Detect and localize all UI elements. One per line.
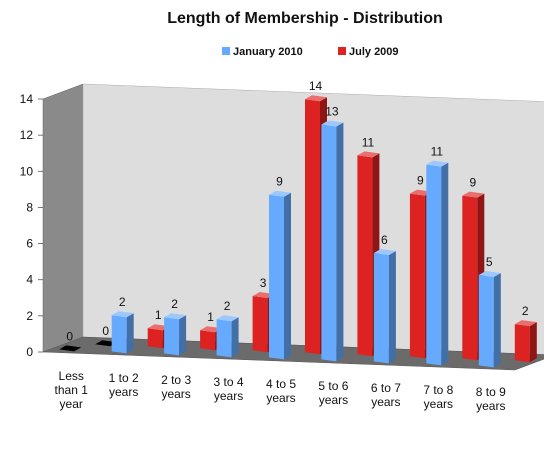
- data-label-january-2010: 2: [119, 295, 126, 309]
- bar-january-2010: [321, 120, 344, 362]
- bar-front: [478, 275, 494, 368]
- bar-front: [269, 194, 284, 360]
- legend-swatch-july-2009: [338, 47, 346, 55]
- legend-swatch-january-2010: [222, 47, 230, 55]
- bar-side: [336, 122, 344, 362]
- bar-top: [269, 190, 291, 197]
- data-label-july-2009: 11: [362, 135, 375, 149]
- bar-top: [164, 313, 187, 320]
- bar-side: [126, 313, 134, 354]
- bar-front: [462, 195, 478, 361]
- bar-top: [321, 120, 344, 127]
- data-label-july-2009: 0: [102, 324, 109, 338]
- bar-january-2010: [59, 345, 82, 352]
- data-label-july-2009: 1: [207, 310, 214, 324]
- x-tick-label: 5 to 6 years: [318, 379, 348, 407]
- y-tick-label: 10: [20, 164, 34, 178]
- bar-front: [216, 319, 232, 358]
- bar-january-2010: [216, 315, 239, 358]
- bar-top: [216, 315, 239, 322]
- bar-top: [111, 311, 134, 318]
- bar-top: [426, 160, 449, 167]
- bar-january-2010: [111, 311, 134, 354]
- bar-top: [357, 151, 380, 158]
- side-wall: [42, 83, 84, 353]
- bar-side: [388, 251, 396, 364]
- x-axis: Less than 1 year 1 to 2 years 2 to 3 years 3 to…: [55, 369, 507, 413]
- bar-front: [200, 330, 216, 351]
- y-tick-label: 0: [26, 345, 33, 359]
- legend-label-july-2009: July 2009: [349, 46, 399, 58]
- x-tick-label: 1 to 2 years: [109, 371, 139, 399]
- bar-top: [373, 249, 396, 255]
- bar-front: [426, 164, 442, 366]
- bar-front: [111, 315, 127, 354]
- legend-label-january-2010: January 2010: [233, 46, 303, 58]
- legend: January 2010 July 2009: [222, 46, 399, 58]
- y-tick-label: 8: [26, 200, 33, 214]
- data-label-july-2009: 9: [469, 176, 476, 190]
- bar-july-2009: [514, 320, 537, 363]
- bar-january-2010: [426, 160, 449, 366]
- data-label-january-2010: 0: [66, 329, 73, 343]
- data-label-july-2009: 14: [309, 79, 323, 93]
- bar-front: [305, 99, 320, 355]
- data-label-january-2010: 2: [224, 299, 231, 313]
- bar-flat: [59, 345, 82, 352]
- data-label-july-2009: 3: [260, 276, 267, 290]
- bar-january-2010: [164, 313, 187, 356]
- y-axis: 0 2 4 6 8 10 12 14: [20, 92, 43, 359]
- y-tick-label: 6: [26, 237, 33, 251]
- data-label-july-2009: 9: [417, 174, 424, 188]
- data-label-january-2010: 11: [431, 145, 444, 159]
- x-tick-label: 6 to 7 years: [371, 381, 401, 409]
- data-label-january-2010: 6: [381, 233, 388, 247]
- x-tick-label: 7 to 8 years: [423, 383, 453, 411]
- bar-front: [357, 155, 373, 357]
- data-label-january-2010: 5: [486, 255, 493, 269]
- x-tick-label: 8 to 9 years: [476, 385, 506, 413]
- data-label-july-2009: 1: [155, 308, 162, 322]
- bar-front: [147, 328, 163, 349]
- data-label-january-2010: 13: [325, 104, 339, 118]
- data-label-january-2010: 2: [171, 297, 178, 311]
- x-tick-label: 3 to 4 years: [214, 375, 244, 403]
- x-tick-label: 4 to 5 years: [266, 377, 296, 405]
- y-tick-label: 12: [20, 128, 34, 142]
- x-tick-label: 2 to 3 years: [161, 373, 191, 401]
- bar-front: [514, 324, 530, 363]
- bar-january-2010: [478, 271, 501, 368]
- y-tick-label: 4: [26, 273, 33, 287]
- bar-front: [164, 317, 180, 356]
- data-label-july-2009: 2: [522, 304, 529, 318]
- bar-side: [284, 192, 291, 360]
- y-tick-label: 2: [26, 309, 33, 323]
- bar-january-2010: [269, 190, 291, 360]
- y-tick-label: 14: [20, 92, 34, 106]
- bar-front: [373, 253, 389, 364]
- data-label-january-2010: 9: [276, 175, 283, 189]
- bar-side: [179, 315, 187, 356]
- chart-title: Length of Membership - Distribution: [167, 10, 443, 27]
- bar-side: [231, 317, 239, 358]
- bars: [59, 95, 537, 368]
- bar-side: [493, 273, 501, 368]
- bar-side: [441, 162, 449, 366]
- bar-top: [305, 95, 327, 102]
- bar-january-2010: [373, 249, 396, 364]
- x-tick-label: Less than 1 year: [55, 369, 89, 411]
- bar-front: [409, 193, 425, 359]
- bar-front: [321, 124, 337, 362]
- bar-top: [462, 191, 485, 198]
- bar-front: [252, 296, 268, 353]
- bar-top: [514, 320, 537, 327]
- bar-side: [529, 322, 537, 363]
- bar-top: [478, 271, 501, 277]
